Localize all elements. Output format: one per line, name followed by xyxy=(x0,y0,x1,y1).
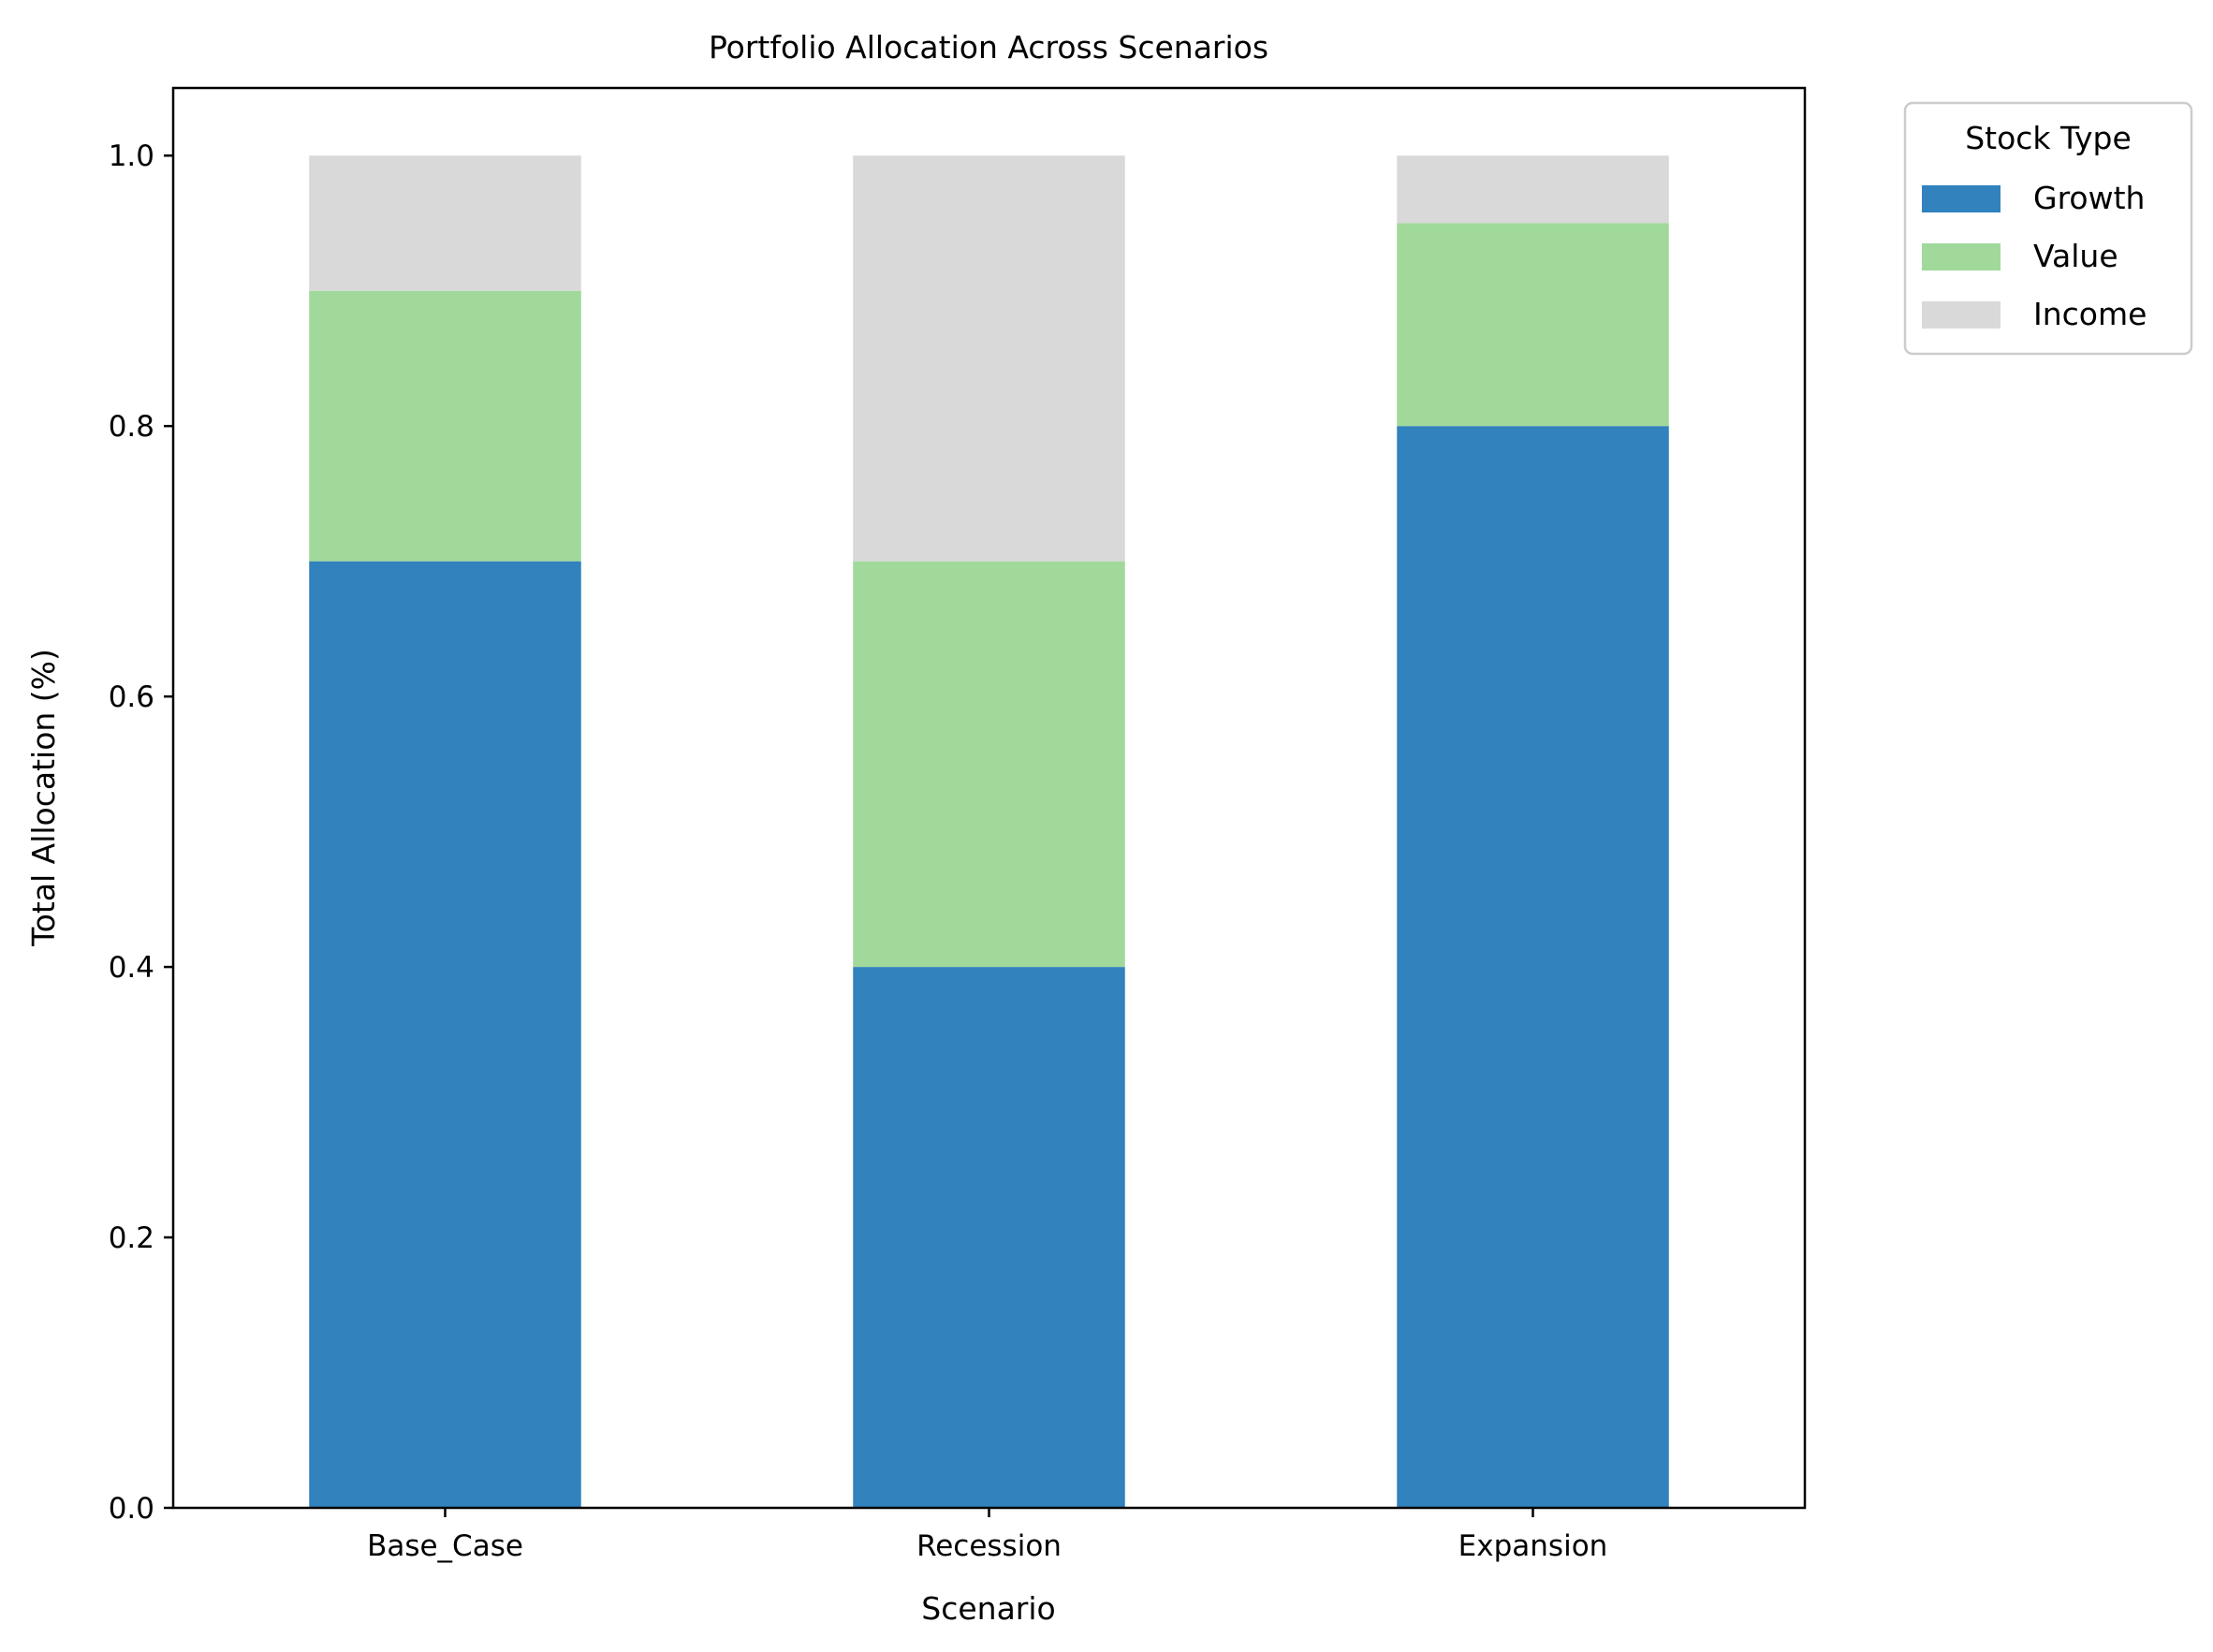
legend-frame xyxy=(1903,101,2193,356)
y-tick-label: 1.0 xyxy=(109,139,154,173)
y-tick-label: 0.4 xyxy=(109,951,154,985)
x-tick-label: Recession xyxy=(916,1529,1062,1563)
x-tick-label: Expansion xyxy=(1458,1529,1608,1563)
y-tick-label: 0.0 xyxy=(109,1492,154,1526)
x-tick-label: Base_Case xyxy=(367,1529,523,1563)
y-tick-label: 0.6 xyxy=(109,680,154,714)
x-axis-label: Scenario xyxy=(921,1590,1055,1627)
bar-income-base_case xyxy=(309,155,581,291)
legend-title: Stock Type xyxy=(1965,120,2132,156)
chart-title: Portfolio Allocation Across Scenarios xyxy=(709,29,1268,66)
legend: Stock Type Growth Value Income xyxy=(1903,101,2193,356)
bar-income-recession xyxy=(853,155,1125,562)
y-axis: 0.0 0.2 0.4 0.6 0.8 1.0 xyxy=(109,139,173,1526)
x-axis: Base_Case Recession Expansion xyxy=(367,1508,1607,1563)
bar-value-base_case xyxy=(309,290,581,562)
plot-frame xyxy=(171,86,1807,1510)
legend-label-value: Value xyxy=(2033,238,2118,274)
bar-growth-expansion xyxy=(1397,426,1669,1509)
bar-value-expansion xyxy=(1397,223,1669,427)
legend-swatch-growth xyxy=(1922,185,2000,212)
bar-income-expansion xyxy=(1397,155,1669,224)
legend-label-growth: Growth xyxy=(2033,180,2145,216)
legend-label-income: Income xyxy=(2033,296,2147,332)
bars-layer xyxy=(309,155,1669,1509)
bar-growth-recession xyxy=(853,967,1125,1508)
bar-growth-base_case xyxy=(309,561,581,1508)
y-tick-label: 0.2 xyxy=(109,1221,154,1255)
legend-swatch-value xyxy=(1922,243,2000,270)
legend-swatch-income xyxy=(1922,301,2000,329)
y-tick-label: 0.8 xyxy=(109,410,154,444)
y-axis-label: Total Allocation (%) xyxy=(25,649,62,947)
legend-items: Growth Value Income xyxy=(1922,180,2147,332)
bar-value-recession xyxy=(853,561,1125,968)
